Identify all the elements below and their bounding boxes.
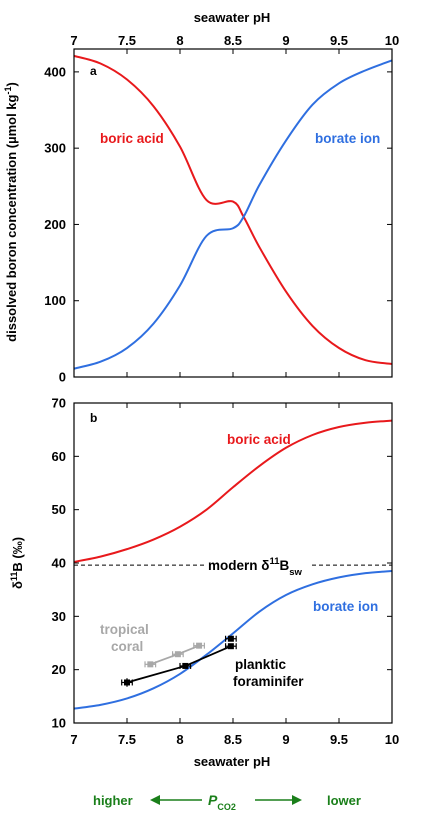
panel-a-top-tick-label: 8 xyxy=(176,33,183,48)
panel-b-series-1-line xyxy=(73,570,393,710)
panel-a-series-0-line xyxy=(73,54,393,366)
panel-a-y-axis-label: dissolved boron concentration (µmol kg-1… xyxy=(3,82,19,342)
panel-a-y-ticks: 0 100 200 300 400 xyxy=(44,64,392,385)
higher-label: higher xyxy=(93,793,133,808)
panel-a-letter: a xyxy=(90,64,97,78)
panel-b-x-tick-label: 9 xyxy=(282,732,289,747)
reference-line-label: modern δ11Bsw xyxy=(208,556,303,578)
panel-b-series-0-line xyxy=(73,419,393,563)
panel-a-top-x-axis-label: seawater pH xyxy=(194,10,271,25)
planktic-foraminifer-label-line1: planktic xyxy=(235,657,287,672)
panel-b-y-tick-label: 10 xyxy=(52,716,66,731)
panel-b-y-axis-label: δ11B (‰) xyxy=(9,537,25,589)
panel-a: seawater pH 7 7.5 8 8.5 9 9.5 10 0 100 200 300 400… xyxy=(3,10,399,385)
data-point-marker xyxy=(227,635,234,642)
panel-a-top-x-ticks: 7 7.5 8 8.5 9 9.5 10 xyxy=(70,33,399,377)
panel-b-x-tick-label: 10 xyxy=(385,732,399,747)
pco2-label: PCO2 xyxy=(208,792,236,812)
data-point-marker xyxy=(124,679,130,686)
panel-a-y-tick-label: 400 xyxy=(44,64,66,79)
right-arrowhead xyxy=(292,795,302,805)
data-point-marker xyxy=(196,642,203,649)
panel-b-x-tick-label: 8.5 xyxy=(224,732,242,747)
data-point-marker xyxy=(147,661,154,668)
panel-b-x-tick-label: 9.5 xyxy=(330,732,348,747)
panel-b-x-ticks: 7 7.5 8 8.5 9 9.5 10 xyxy=(70,403,399,747)
panel-a-top-tick-label: 7.5 xyxy=(118,33,136,48)
data-series-0-connector xyxy=(150,644,200,666)
panel-b-curves xyxy=(73,419,393,710)
panel-b-x-tick-label: 7 xyxy=(70,732,77,747)
tropical-coral-label-line1: tropical xyxy=(100,622,149,637)
panel-a-top-tick-label: 10 xyxy=(385,33,399,48)
lower-label: lower xyxy=(327,793,361,808)
panel-b: modern δ11Bsw 7 7.5 8 8.5 9 9.5 10 10 20 30 40 50 6… xyxy=(9,396,399,770)
reference-label-background xyxy=(204,553,310,576)
panel-a-boric-acid-label: boric acid xyxy=(100,131,164,146)
panel-a-top-tick-label: 9.5 xyxy=(330,33,348,48)
panel-a-series-1-line xyxy=(73,59,393,370)
panel-b-borate-ion-label: borate ion xyxy=(313,599,378,614)
panel-b-y-tick-label: 60 xyxy=(52,449,66,464)
planktic-foraminifer-label-line2: foraminifer xyxy=(233,674,304,689)
panel-a-y-tick-label: 300 xyxy=(44,141,66,156)
panel-a-y-tick-label: 200 xyxy=(44,217,66,232)
panel-a-top-tick-label: 7 xyxy=(70,33,77,48)
panel-a-frame xyxy=(73,48,393,378)
left-arrowhead xyxy=(150,795,160,805)
panel-b-x-tick-label: 7.5 xyxy=(118,732,136,747)
panel-b-y-tick-label: 30 xyxy=(52,609,66,624)
panel-b-y-tick-label: 20 xyxy=(52,662,66,677)
panel-a-top-tick-label: 8.5 xyxy=(224,33,242,48)
panel-a-y-tick-label: 0 xyxy=(59,370,66,385)
tropical-coral-label-line2: coral xyxy=(111,639,143,654)
panel-a-curves xyxy=(73,54,393,370)
data-point-marker xyxy=(174,651,181,658)
data-point-marker xyxy=(227,643,234,650)
panel-b-y-tick-label: 70 xyxy=(52,396,66,411)
panel-b-data-points xyxy=(121,635,237,687)
panel-a-top-tick-label: 9 xyxy=(282,33,289,48)
pco2-arrow-legend: higher PCO2 lower xyxy=(93,792,361,812)
panel-b-y-tick-label: 40 xyxy=(52,556,66,571)
panel-b-x-axis-label: seawater pH xyxy=(194,754,271,769)
panel-b-boric-acid-label: boric acid xyxy=(227,432,291,447)
panel-b-y-tick-label: 50 xyxy=(52,502,66,517)
data-point-marker xyxy=(182,662,189,669)
panel-a-borate-ion-label: borate ion xyxy=(315,131,380,146)
panel-b-x-tick-label: 8 xyxy=(176,732,183,747)
panel-b-frame xyxy=(73,402,393,724)
panel-b-letter: b xyxy=(90,411,97,425)
panel-b-y-ticks: 10 20 30 40 50 60 70 xyxy=(52,396,392,731)
panel-a-y-tick-label: 100 xyxy=(44,293,66,308)
